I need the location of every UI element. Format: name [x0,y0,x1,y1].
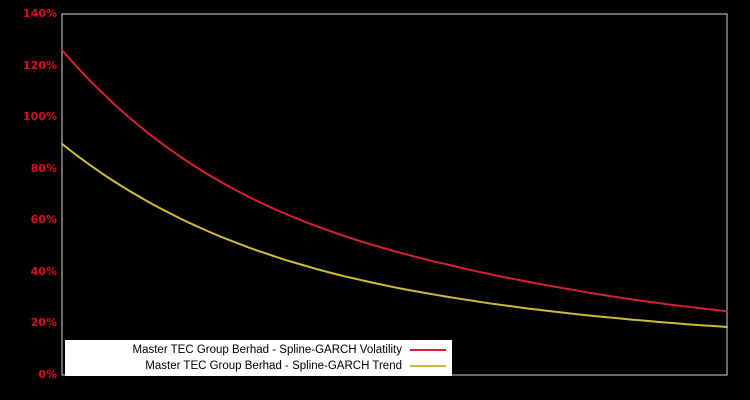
y-axis-tick-label: 20% [30,316,57,330]
chart-legend: Master TEC Group Berhad - Spline-GARCH V… [65,340,452,376]
y-axis-tick-labels: 140% 120% 100% 80% 60% 40% 20% 0% [0,0,57,400]
series-layer [61,49,728,329]
series-line-volatility [61,49,728,313]
legend-entry-label: Master TEC Group Berhad - Spline-GARCH V… [132,343,403,356]
legend-entry-label: Master TEC Group Berhad - Spline-GARCH T… [145,359,402,372]
y-axis-tick-label: 120% [23,58,57,72]
legend-entry[interactable]: Master TEC Group Berhad - Spline-GARCH V… [65,342,452,358]
legend-entry[interactable]: Master TEC Group Berhad - Spline-GARCH T… [65,358,452,374]
y-axis-tick-label: 0% [38,368,57,381]
y-axis-tick-label: 100% [23,110,57,124]
y-axis-tick-label: 140% [23,7,57,20]
y-axis-tick-label: 60% [30,213,57,227]
plot-background [61,13,728,376]
legend-color-swatch [410,365,446,367]
y-axis-tick-label: 40% [30,264,57,278]
y-axis-tick-label: 80% [30,161,57,175]
series-line-trend [61,142,728,329]
legend-color-swatch [410,349,446,351]
